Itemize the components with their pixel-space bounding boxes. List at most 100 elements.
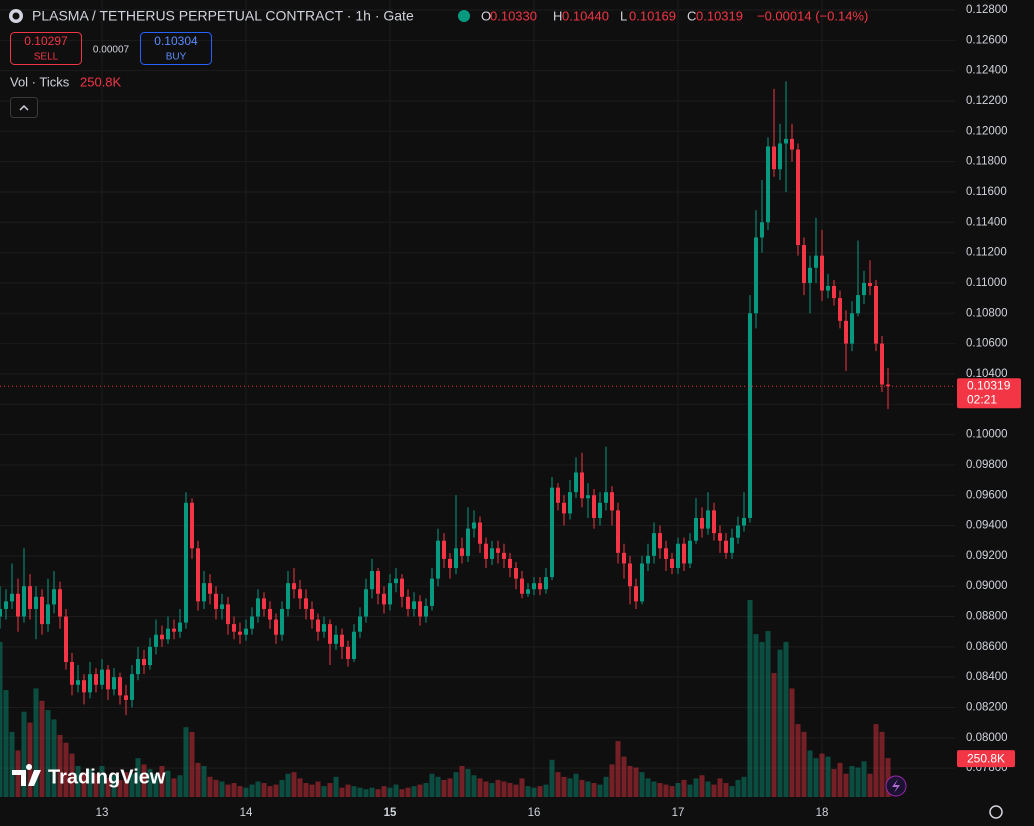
settings-button[interactable] (989, 805, 1003, 819)
candle-body (244, 628, 248, 635)
volume-bar (93, 773, 99, 797)
volume-bar (495, 779, 501, 797)
candle-body (436, 540, 440, 579)
volume-bar (477, 778, 483, 797)
volume-bar (513, 784, 519, 797)
volume-layer (0, 600, 891, 797)
candle-body (22, 586, 26, 617)
volume-bar (489, 783, 495, 797)
candle-body (724, 540, 728, 553)
brand-logo (12, 764, 41, 786)
volume-badge-label: 250.8K (967, 751, 1005, 765)
candle-body (658, 533, 662, 549)
volume-bar (87, 769, 93, 797)
volume-bar (585, 781, 591, 797)
volume-bar (57, 734, 63, 797)
candle-body (400, 578, 404, 597)
x-tick-label: 14 (240, 807, 253, 819)
candle-body (412, 601, 416, 609)
volume-bar (183, 727, 189, 797)
candle-body (250, 616, 254, 629)
buy-button[interactable] (140, 32, 212, 65)
volume-bar (237, 786, 243, 797)
volume-bar (639, 772, 645, 797)
candle-body (490, 548, 494, 559)
y-tick-label: 0.10000 (966, 429, 1008, 441)
ohlc-key: L (620, 8, 627, 23)
y-tick-label: 0.12400 (966, 65, 1008, 77)
volume-bar (351, 786, 357, 797)
candle-body (844, 320, 848, 344)
candle-body (100, 669, 104, 685)
volume-bar (363, 789, 369, 797)
volume-bar (807, 750, 813, 797)
candle-body (160, 634, 164, 640)
candle-body (34, 596, 38, 609)
volume-bar (51, 719, 57, 797)
candle-body (586, 495, 590, 499)
sell-button[interactable] (10, 32, 82, 65)
candle-body (148, 646, 152, 666)
volume-bar (219, 781, 225, 797)
candle-body (358, 616, 362, 632)
candle-body (712, 510, 716, 534)
ohlc-value: 0.10330 (490, 8, 537, 23)
candle-body (256, 598, 260, 617)
candle-body (784, 138, 788, 144)
sell-price: 0.10297 (24, 34, 68, 48)
candle-body (298, 589, 302, 599)
volume-bar (645, 778, 651, 797)
candle-body (676, 543, 680, 569)
candle-body (832, 285, 836, 299)
volume-bar (681, 779, 687, 797)
volume-bar (609, 764, 615, 797)
market-status[interactable] (458, 10, 470, 22)
volume-bar (105, 778, 111, 797)
candle-body (442, 540, 446, 559)
volume-bar (669, 786, 675, 797)
volume-bar (777, 649, 783, 797)
candle-body (58, 589, 62, 617)
candle-body (562, 502, 566, 514)
candle-body (310, 608, 314, 620)
candle-body (10, 593, 14, 602)
volume-bar (375, 789, 381, 797)
candle-body (136, 658, 140, 675)
candle-body (112, 677, 116, 690)
candle-body (268, 608, 272, 620)
volume-bar (255, 781, 261, 797)
candle-body (286, 583, 290, 609)
candle-body (652, 533, 656, 556)
volume-bar (9, 731, 15, 797)
volume-bar (813, 758, 819, 797)
collapse-button[interactable] (10, 97, 38, 118)
candle-body (532, 583, 536, 590)
volume-bar (597, 784, 603, 797)
volume-bar (735, 779, 741, 797)
y-tick-label: 0.09600 (966, 489, 1008, 501)
ohlc-key: H (553, 8, 562, 23)
volume-bar (405, 787, 411, 797)
symbol-title: PLASMA / TETHERUS PERPETUAL CONTRACT · 1… (32, 8, 414, 24)
candle-body (406, 596, 410, 609)
volume-bar (339, 787, 345, 797)
candle-body (82, 680, 86, 693)
candle-body (478, 522, 482, 544)
volume-bar (63, 742, 69, 797)
candle-body (670, 558, 674, 569)
candle-body (322, 624, 326, 632)
candle-body (496, 548, 500, 553)
volume-bar (519, 778, 525, 797)
volume-badge (957, 750, 1015, 768)
volume-bar (765, 631, 771, 797)
volume-bar (591, 783, 597, 797)
volume-bar (177, 775, 183, 797)
volume-bar (285, 773, 291, 797)
volume-bar (417, 784, 423, 797)
candle-body (592, 495, 596, 518)
spread: 0.00007 (93, 45, 130, 56)
volume-bar (705, 781, 711, 797)
candle-body (808, 267, 812, 283)
y-tick-label: 0.09800 (966, 459, 1008, 471)
candle-body (544, 577, 548, 590)
